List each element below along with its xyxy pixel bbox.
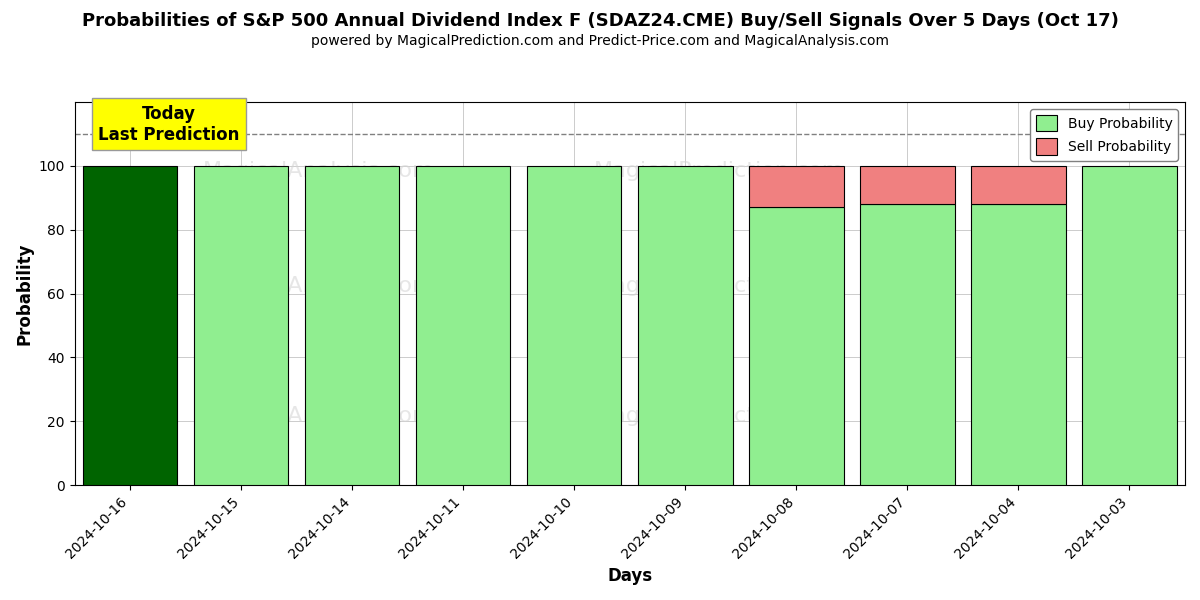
- Bar: [638, 166, 732, 485]
- Y-axis label: Probability: Probability: [16, 242, 34, 345]
- Text: MagicalAnalysis.com: MagicalAnalysis.com: [203, 406, 434, 426]
- Text: MagicalPrediction.com: MagicalPrediction.com: [594, 161, 844, 181]
- Text: MagicalAnalysis.com: MagicalAnalysis.com: [203, 276, 434, 296]
- Bar: [194, 166, 288, 485]
- Bar: [305, 166, 400, 485]
- Bar: [1082, 166, 1177, 485]
- Bar: [971, 166, 1066, 204]
- Text: MagicalAnalysis.com: MagicalAnalysis.com: [203, 161, 434, 181]
- Bar: [416, 166, 510, 485]
- Text: MagicalPrediction.com: MagicalPrediction.com: [594, 406, 844, 426]
- Bar: [749, 208, 844, 485]
- Bar: [749, 166, 844, 208]
- Text: MagicalPrediction.com: MagicalPrediction.com: [594, 276, 844, 296]
- Bar: [971, 204, 1066, 485]
- Bar: [860, 166, 955, 204]
- Legend: Buy Probability, Sell Probability: Buy Probability, Sell Probability: [1030, 109, 1178, 161]
- Text: Probabilities of S&P 500 Annual Dividend Index F (SDAZ24.CME) Buy/Sell Signals O: Probabilities of S&P 500 Annual Dividend…: [82, 12, 1118, 30]
- X-axis label: Days: Days: [607, 567, 653, 585]
- Bar: [527, 166, 622, 485]
- Text: powered by MagicalPrediction.com and Predict-Price.com and MagicalAnalysis.com: powered by MagicalPrediction.com and Pre…: [311, 34, 889, 48]
- Text: Today
Last Prediction: Today Last Prediction: [98, 105, 240, 144]
- Bar: [83, 166, 178, 485]
- Bar: [860, 204, 955, 485]
